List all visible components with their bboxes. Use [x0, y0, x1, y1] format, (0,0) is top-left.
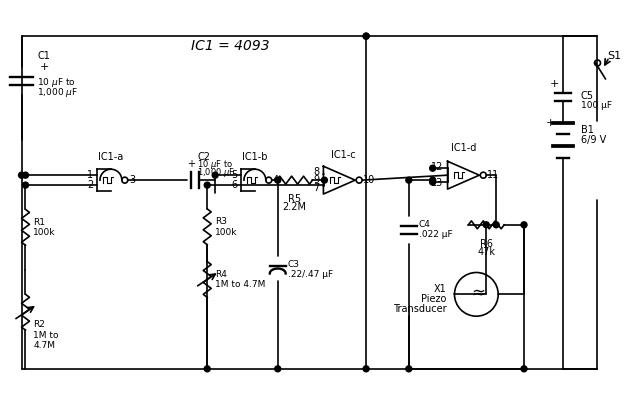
Text: 3: 3	[130, 175, 136, 185]
Text: B1: B1	[581, 126, 594, 136]
Circle shape	[22, 182, 29, 188]
Text: R1
100k: R1 100k	[34, 218, 56, 237]
Text: 10: 10	[363, 175, 376, 185]
Text: C3
.22/.47 µF: C3 .22/.47 µF	[288, 260, 332, 279]
Text: 11: 11	[488, 170, 499, 180]
Text: R2
1M to
4.7M: R2 1M to 4.7M	[34, 320, 59, 350]
Text: 6/9 V: 6/9 V	[581, 136, 606, 146]
Circle shape	[521, 366, 527, 372]
Text: R6: R6	[480, 239, 492, 249]
Text: IC1-c: IC1-c	[331, 150, 356, 160]
Text: R4
1M to 4.7M: R4 1M to 4.7M	[215, 270, 266, 289]
Circle shape	[406, 366, 412, 372]
Text: C1: C1	[38, 51, 50, 61]
Text: 12: 12	[431, 162, 444, 172]
Text: 1,000 $\mu$F: 1,000 $\mu$F	[38, 86, 78, 99]
Text: 9: 9	[313, 175, 319, 185]
Text: 10 $\mu$F to: 10 $\mu$F to	[198, 158, 233, 171]
Text: IC1-b: IC1-b	[242, 152, 268, 162]
Circle shape	[204, 366, 210, 372]
Text: 4: 4	[272, 175, 279, 185]
Text: R5: R5	[288, 194, 301, 204]
Circle shape	[213, 172, 218, 178]
Text: 13: 13	[431, 178, 444, 188]
Circle shape	[429, 165, 436, 171]
Text: 7: 7	[313, 183, 319, 193]
Circle shape	[406, 177, 412, 183]
Circle shape	[429, 179, 436, 185]
Text: IC1-a: IC1-a	[98, 152, 124, 162]
Circle shape	[363, 33, 369, 39]
Circle shape	[483, 222, 489, 228]
Circle shape	[493, 222, 499, 228]
Circle shape	[521, 222, 527, 228]
Text: $\approx$: $\approx$	[468, 282, 485, 300]
Text: +: +	[546, 118, 556, 128]
Text: IC1 = 4093: IC1 = 4093	[191, 39, 269, 53]
Circle shape	[22, 172, 29, 178]
Text: Piezo: Piezo	[421, 294, 446, 304]
Text: 6: 6	[231, 180, 237, 190]
Circle shape	[275, 177, 281, 183]
Text: C4
.022 µF: C4 .022 µF	[419, 220, 452, 240]
Text: 1,000 $\mu$F: 1,000 $\mu$F	[198, 166, 236, 179]
Text: 1: 1	[87, 170, 93, 180]
Text: 2: 2	[87, 180, 93, 190]
Text: Transducer: Transducer	[393, 304, 446, 314]
Text: 2.2M: 2.2M	[282, 202, 307, 212]
Text: R3
100k: R3 100k	[215, 217, 238, 236]
Text: 10 $\mu$F to: 10 $\mu$F to	[38, 76, 76, 89]
Text: 8: 8	[313, 167, 319, 177]
Text: C5: C5	[581, 91, 594, 101]
Circle shape	[363, 366, 369, 372]
Circle shape	[363, 33, 369, 39]
Circle shape	[19, 172, 24, 178]
Circle shape	[204, 182, 210, 188]
Text: S1: S1	[608, 51, 621, 61]
Text: +: +	[39, 62, 49, 72]
Circle shape	[275, 366, 281, 372]
Text: C2: C2	[198, 152, 210, 162]
Circle shape	[321, 177, 328, 183]
Text: IC1-d: IC1-d	[451, 143, 476, 153]
Text: +: +	[550, 79, 559, 89]
Circle shape	[429, 177, 436, 183]
Text: 100 µF: 100 µF	[581, 101, 612, 110]
Text: 5: 5	[231, 170, 237, 180]
Text: X1: X1	[434, 284, 446, 294]
Text: 47k: 47k	[478, 247, 495, 257]
Text: +: +	[188, 159, 196, 169]
